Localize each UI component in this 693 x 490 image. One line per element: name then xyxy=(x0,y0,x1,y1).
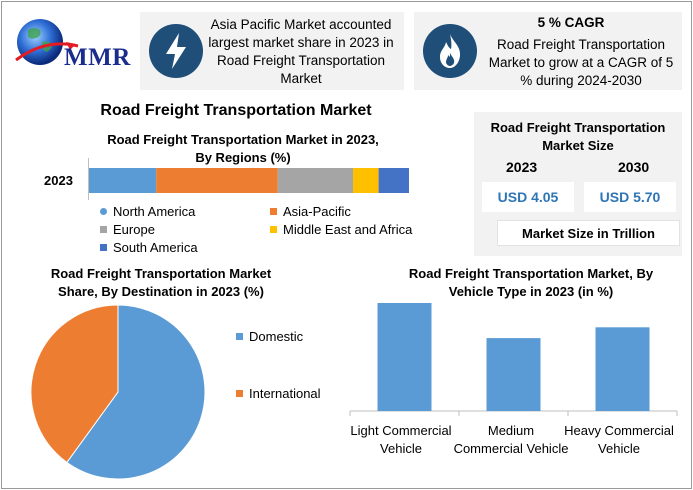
asia-pacific-info-box: Asia Pacific Market accounted largest ma… xyxy=(140,12,404,90)
bar-medium-commercial-vehicle xyxy=(486,338,541,411)
cagr-title: 5 % CAGR xyxy=(537,15,605,30)
market-size-title: Road Freight Transportation Market Size xyxy=(490,120,666,153)
market-size-unit: Market Size in Trillion xyxy=(497,220,680,246)
globe-icon xyxy=(15,19,79,65)
legend-north-america: North America xyxy=(100,203,195,221)
logo-text: MMR xyxy=(64,44,131,71)
legend-swatch xyxy=(270,226,277,233)
bar-segment-europe xyxy=(277,168,353,193)
legend-asia-pacific: Asia-Pacific xyxy=(270,203,351,221)
pie-slice-domestic xyxy=(66,304,206,480)
legend-label: International xyxy=(249,386,321,401)
destination-chart-title: Road Freight Transportation Market Share… xyxy=(50,266,272,299)
bar-light-commercial-vehicle xyxy=(377,303,432,411)
legend-europe: Europe xyxy=(100,221,155,239)
legend-label: Middle East and Africa xyxy=(283,222,413,237)
bar-segment-south-america xyxy=(378,168,409,193)
bar-segment-middle-east-and-africa xyxy=(353,168,379,193)
vehicle-chart-title: Road Freight Transportation Market, By V… xyxy=(408,266,654,299)
legend-international: International xyxy=(236,385,321,403)
pie-slice-international xyxy=(30,304,119,464)
lightning-icon xyxy=(149,24,203,78)
legend-swatch xyxy=(100,208,107,215)
category-heavy-commercial: Heavy Commercial Vehicle xyxy=(564,423,674,456)
legend-label: Domestic xyxy=(249,329,304,344)
main-title: Road Freight Transportation Market xyxy=(100,102,372,119)
category-light-commercial: Light Commercial Vehicle xyxy=(350,423,452,456)
legend-label: Europe xyxy=(113,222,155,237)
bar-segment-north-america xyxy=(89,168,157,193)
legend-swatch xyxy=(100,226,107,233)
regions-axis xyxy=(88,158,89,200)
legend-swatch xyxy=(236,390,243,397)
legend-middle-east-africa: Middle East and Africa xyxy=(270,221,412,239)
regions-category-label: 2023 xyxy=(44,173,73,188)
bar-segment-asia-pacific xyxy=(156,168,278,193)
legend-south-america: South America xyxy=(100,239,198,257)
legend-swatch xyxy=(270,208,277,215)
category-medium-commercial: Medium Commercial Vehicle xyxy=(453,423,569,456)
legend-swatch xyxy=(100,244,107,251)
mmr-logo: MMR xyxy=(10,12,140,82)
regions-chart-title: Road Freight Transportation Market in 20… xyxy=(107,132,379,165)
legend-label: South America xyxy=(113,240,198,255)
value-2030: USD 5.70 xyxy=(584,182,676,212)
flame-icon xyxy=(423,24,477,78)
year-2030-label: 2030 xyxy=(618,159,650,175)
cagr-info-box: 5 % CAGR Road Freight Transportation Mar… xyxy=(414,12,682,90)
asia-pacific-text: Asia Pacific Market accounted largest ma… xyxy=(208,17,394,86)
legend-domestic: Domestic xyxy=(236,328,303,346)
cagr-text: Road Freight Transportation Market to gr… xyxy=(488,37,674,88)
legend-label: North America xyxy=(113,204,196,219)
value-2023: USD 4.05 xyxy=(482,182,574,212)
year-2023-label: 2023 xyxy=(506,159,538,175)
bar-heavy-commercial-vehicle xyxy=(595,327,650,411)
legend-swatch xyxy=(236,333,243,340)
legend-label: Asia-Pacific xyxy=(283,204,351,219)
